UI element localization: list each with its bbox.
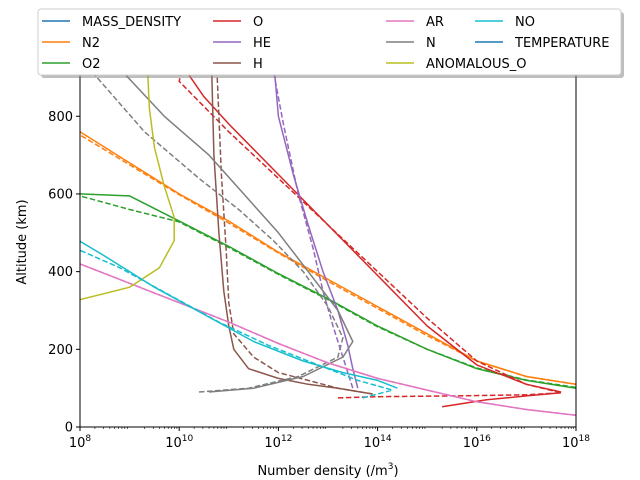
series-no-dashed-line (80, 249, 394, 399)
legend-entry-no: NO (475, 15, 535, 30)
legend-entry-n: N (386, 36, 436, 51)
series-n2-solid-line (80, 131, 576, 386)
legend-label: O (253, 15, 263, 30)
series-h-solid-line (210, 58, 373, 395)
legend-label: O2 (82, 57, 101, 72)
legend-entry-o2: O2 (42, 57, 101, 72)
x-axis: 108 1010 1012 1014 1016 1018 (69, 427, 590, 451)
series-o2-solid-line (80, 193, 576, 389)
legend-label: H (253, 57, 263, 72)
legend: MASS_DENSITY N2 O2 O HE H AR N ANOMALOUS_O NO TEMP… (37, 8, 624, 78)
y-tick-label: 0 (65, 421, 73, 436)
series-h-dashed-line (215, 58, 373, 395)
legend-entry-temperature: TEMPERATURE (475, 36, 610, 51)
plot-area-frame (79, 57, 577, 428)
legend-entry-n2: N2 (42, 36, 100, 51)
series-he-solid-line (272, 58, 359, 389)
x-tick-label: 1018 (562, 434, 590, 451)
legend-label: ANOMALOUS_O (426, 57, 526, 72)
legend-entry-he: HE (213, 36, 271, 51)
series-anomalous-o-solid-line (80, 58, 175, 301)
legend-entry-o: O (213, 15, 263, 30)
legend-box (37, 8, 622, 76)
x-tick-label: 1012 (264, 434, 292, 451)
series-n-solid-line (109, 58, 354, 393)
y-axis: 0 200 400 600 800 (48, 110, 80, 436)
x-tick-label: 1016 (463, 434, 491, 451)
series-o-solid-line (441, 392, 562, 408)
y-tick-label: 200 (48, 343, 73, 358)
legend-label: AR (426, 15, 444, 30)
y-tick-label: 400 (48, 265, 73, 280)
series-n2-dashed-line (80, 134, 576, 386)
legend-label: MASS_DENSITY (82, 15, 181, 30)
legend-label: N (426, 36, 436, 51)
series-o-dashed-line (178, 58, 562, 399)
series-layer (80, 58, 576, 417)
x-axis-label: Number density (/m3) (257, 462, 398, 479)
y-tick-label: 800 (48, 110, 73, 125)
legend-label: HE (253, 36, 271, 51)
x-tick-label: 1014 (364, 434, 392, 451)
legend-label: NO (515, 15, 535, 30)
legend-entry-anomalous-o: ANOMALOUS_O (386, 57, 526, 72)
legend-entry-h: H (213, 57, 263, 72)
series-ar-dashed-line (80, 263, 576, 417)
y-axis-label: Altitude (km) (15, 199, 30, 284)
legend-entries: MASS_DENSITY N2 O2 O HE H AR N ANOMALOUS_O NO TEMP… (42, 15, 610, 72)
y-tick-label: 600 (48, 187, 73, 202)
x-tick-label: 108 (69, 434, 92, 451)
x-tick-label: 1010 (165, 434, 193, 451)
series-he-dashed-line (270, 58, 354, 389)
legend-label: N2 (82, 36, 100, 51)
legend-entry-mass-density: MASS_DENSITY (42, 15, 181, 30)
legend-label: TEMPERATURE (514, 36, 610, 51)
legend-entry-ar: AR (386, 15, 444, 30)
series-no-solid-line (80, 240, 398, 389)
series-n-dashed-line (80, 58, 344, 393)
series-o-solid-line (176, 58, 562, 393)
